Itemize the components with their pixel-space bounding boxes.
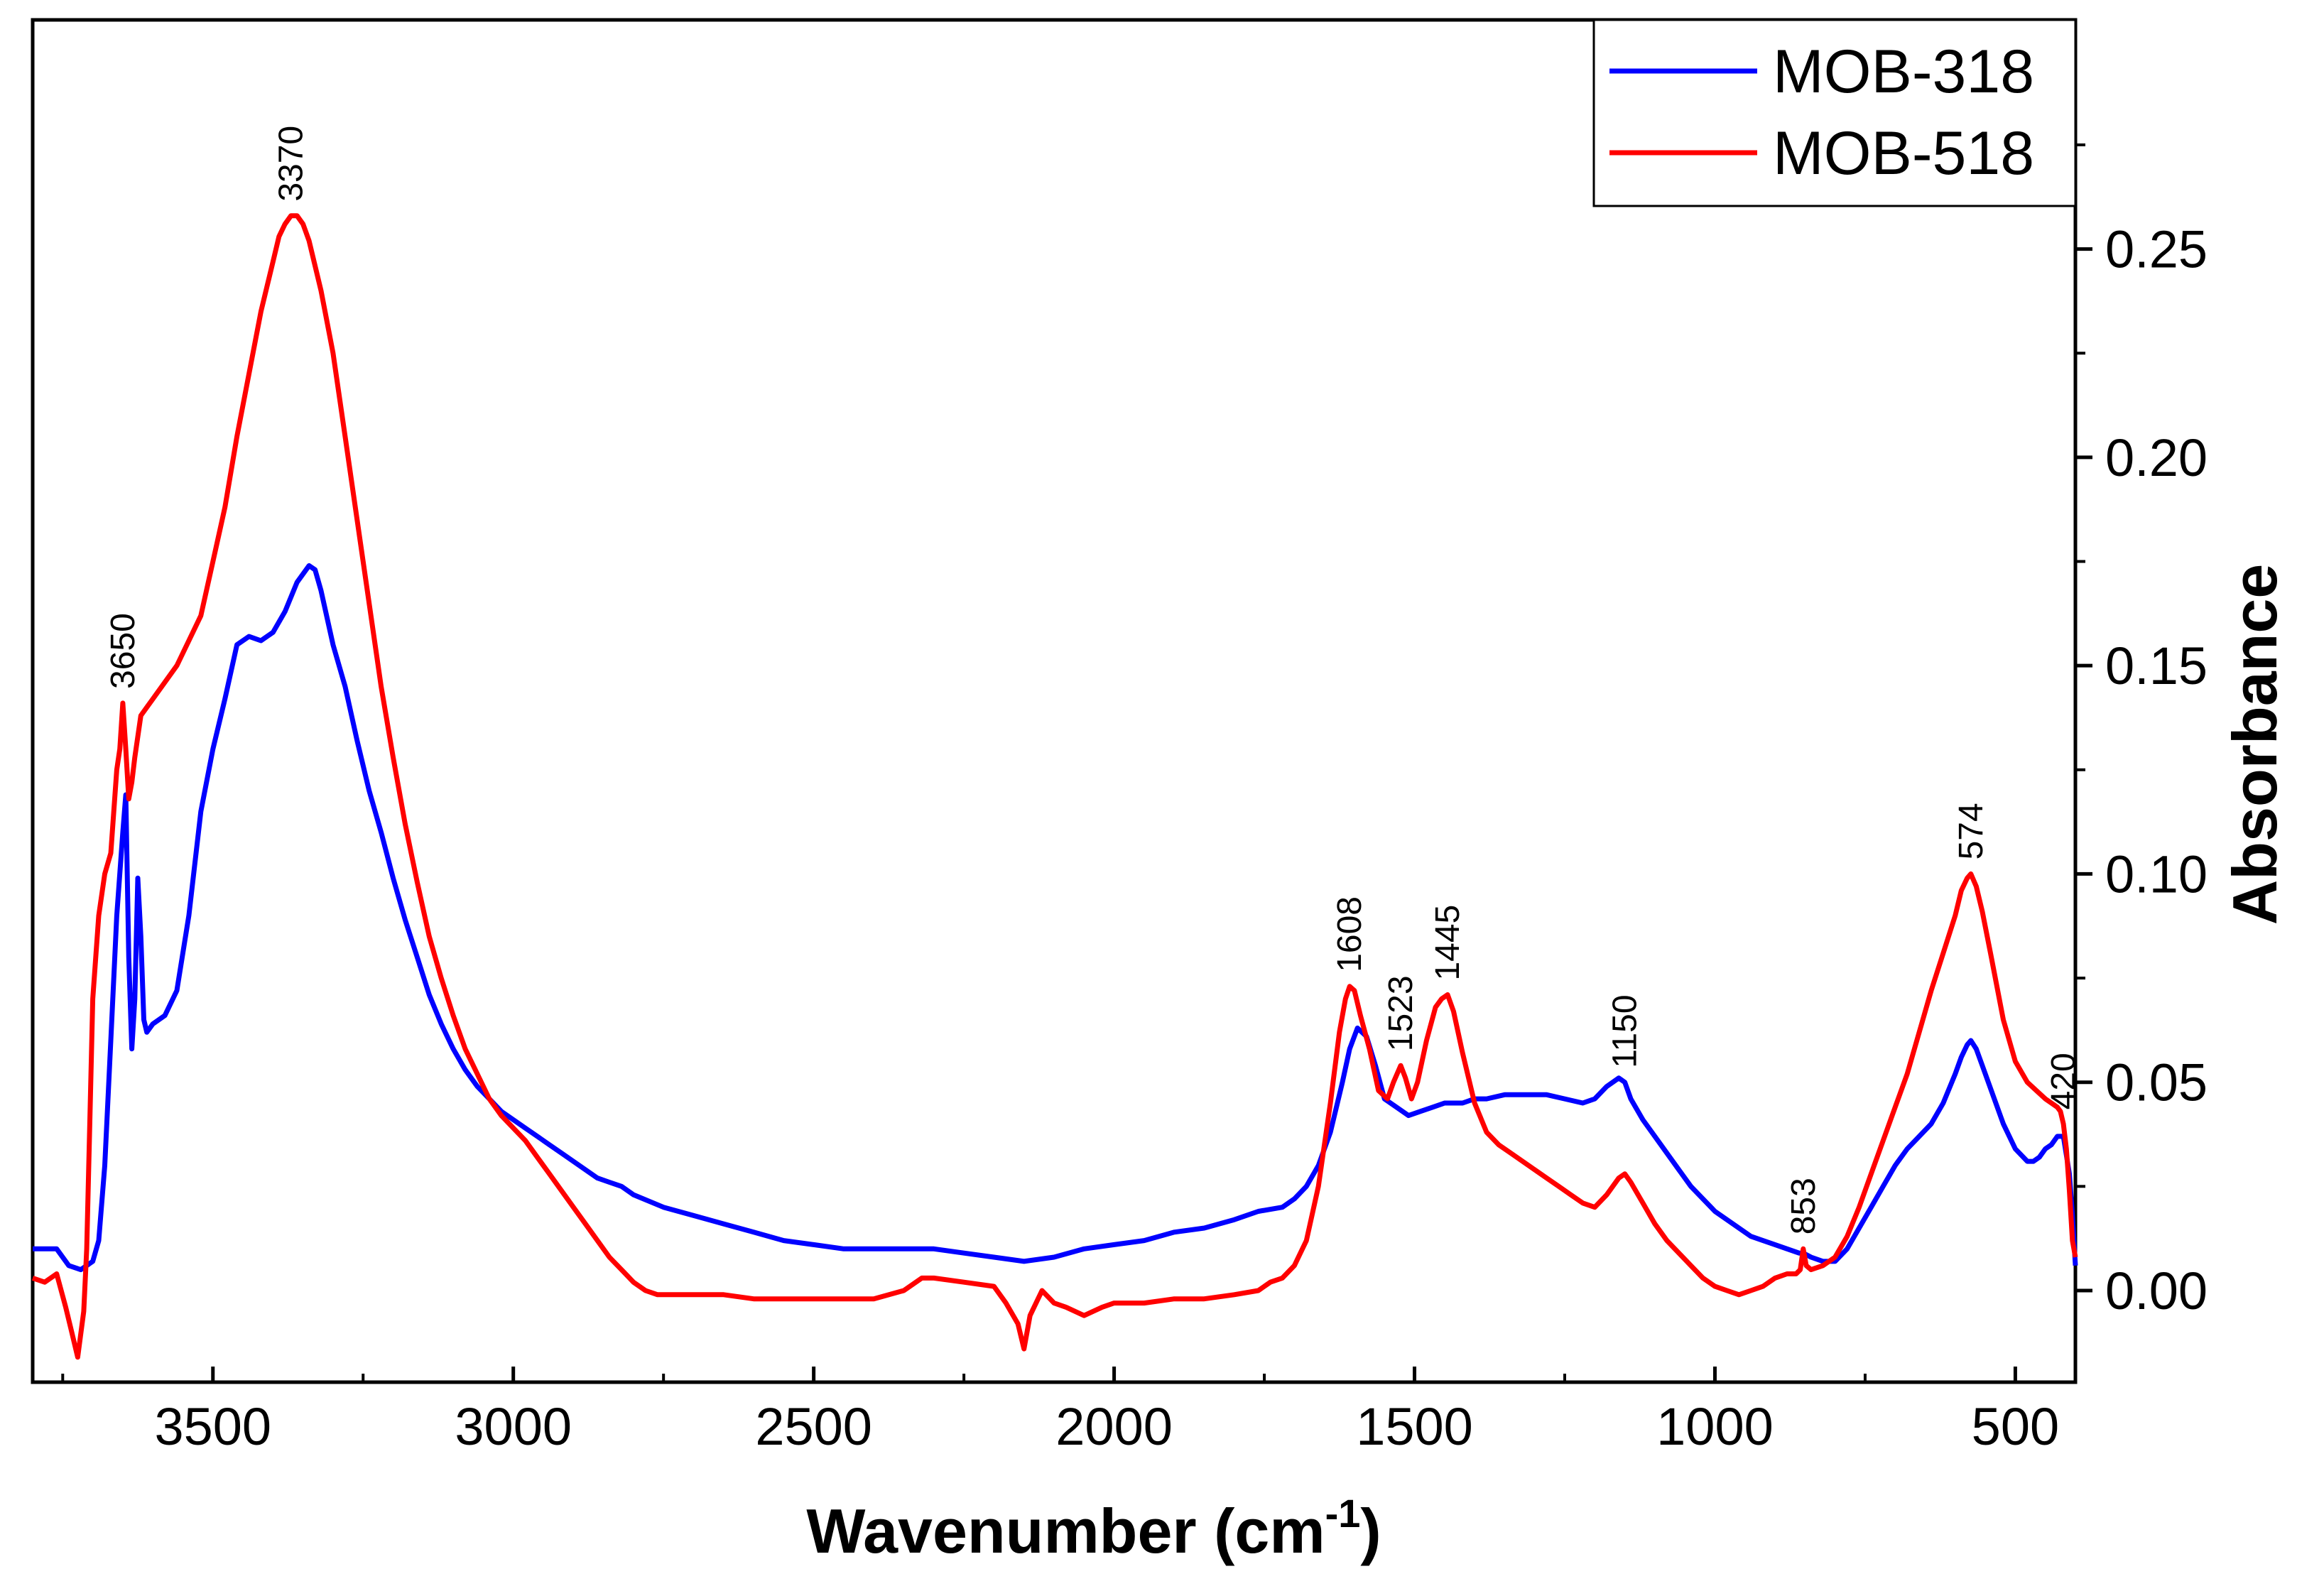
x-tick-label: 3000	[455, 1397, 572, 1456]
series-layer	[31, 213, 2078, 1360]
peak-label-1150: 1150	[1607, 994, 1644, 1068]
plot-frame	[31, 18, 2078, 1384]
peak-label-3370: 3370	[273, 126, 310, 202]
y-axis-title: Absorbance	[2220, 564, 2290, 925]
peak-label-1445: 1445	[1429, 905, 1467, 981]
legend-box	[1592, 18, 2077, 207]
peak-label-3650: 3650	[104, 613, 142, 689]
y-tick-label: 0.15	[2105, 636, 2208, 695]
x-tick-label: 500	[1972, 1397, 2059, 1456]
x-tick-label: 1500	[1356, 1397, 1473, 1456]
x-tick-label: 2000	[1055, 1397, 1173, 1456]
x-tick-label: 1000	[1656, 1397, 1774, 1456]
peak-label-1523: 1523	[1382, 975, 1420, 1051]
peak-label-853: 853	[1785, 1178, 1823, 1234]
y-tick-label: 0.10	[2105, 845, 2208, 903]
x-axis-title: Wavenumber (cm-1)	[806, 1491, 1381, 1566]
peak-label-1608: 1608	[1331, 896, 1369, 972]
x-tick-label: 3500	[154, 1397, 271, 1456]
series-line-mob-518	[31, 213, 2078, 1360]
series-line-mob-318	[33, 563, 2078, 1273]
y-tick-label: 0.00	[2105, 1261, 2208, 1320]
legend-label-mob-518: MOB-518	[1773, 119, 2034, 188]
y-tick-label: 0.20	[2105, 428, 2208, 487]
peak-label-420: 420	[2045, 1053, 2083, 1109]
legend: MOB-318 MOB-518	[1592, 18, 2077, 207]
y-tick-label: 0.25	[2105, 220, 2208, 279]
legend-label-mob-318: MOB-318	[1773, 38, 2034, 106]
x-tick-label: 2500	[755, 1397, 872, 1456]
peak-label-574: 574	[1953, 803, 1990, 859]
y-tick-label: 0.05	[2105, 1053, 2208, 1112]
axes-layer: 3500 3000 2500 2000 1500 1000 500 0.00 0.05 0.10 0…	[31, 18, 2208, 1456]
